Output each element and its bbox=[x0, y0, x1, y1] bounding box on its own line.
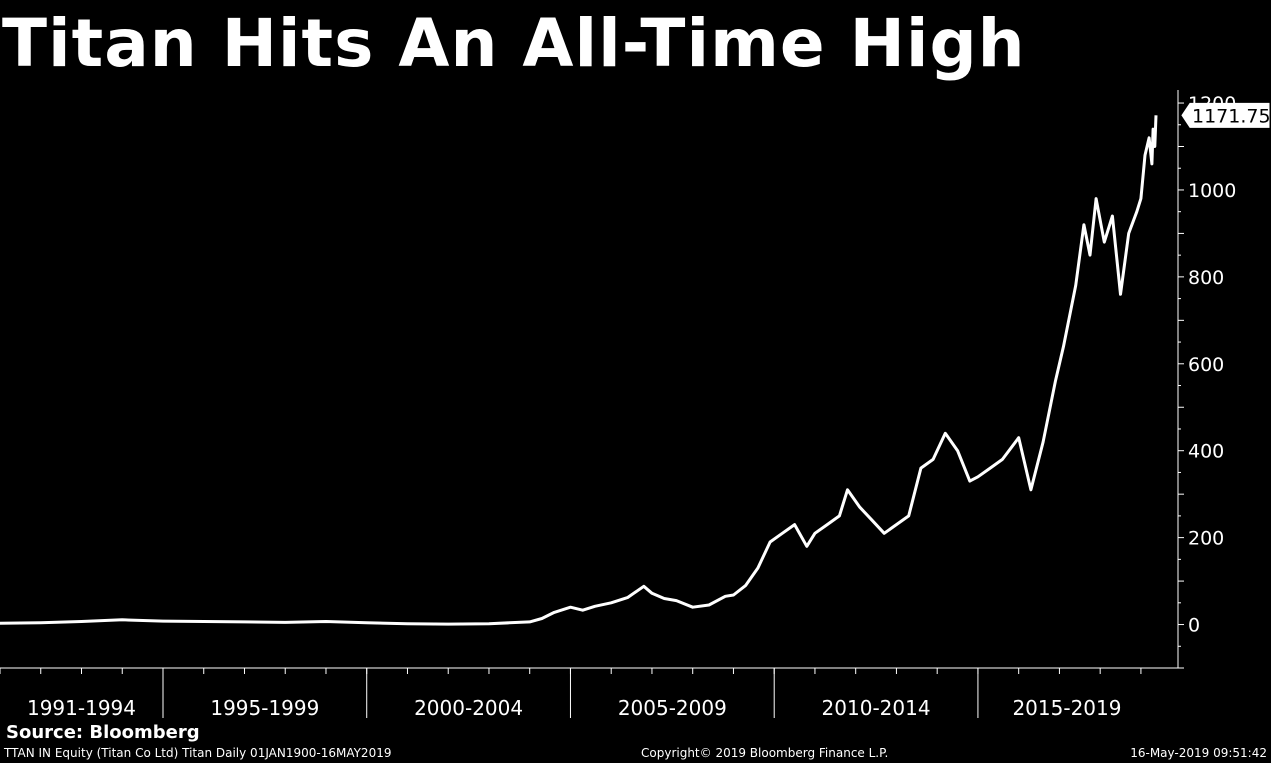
source-label: Source: Bloomberg bbox=[6, 722, 200, 743]
price-series bbox=[0, 115, 1158, 626]
last-value-label: 1171.75 bbox=[1192, 105, 1271, 127]
x-period-label: 2010-2014 bbox=[822, 696, 931, 720]
footer-ticker-info: TTAN IN Equity (Titan Co Ltd) Titan Dail… bbox=[4, 746, 392, 760]
last-value-marker: 1171.75 bbox=[1181, 102, 1271, 128]
y-axis-ticks: 020040060080010001200 bbox=[1178, 93, 1236, 669]
series-line bbox=[0, 115, 1158, 626]
x-period-label: 2015-2019 bbox=[1012, 696, 1121, 720]
last-value-badge bbox=[1181, 102, 1270, 128]
x-axis-period-labels: 1991-1994 1995-1999 2000-2004 2005-2009 2010… bbox=[0, 668, 1142, 720]
y-tick-label: 600 bbox=[1188, 354, 1224, 376]
x-period-label: 1991-1994 bbox=[27, 696, 136, 720]
footer-timestamp: 16-May-2019 09:51:42 bbox=[1130, 746, 1267, 760]
chart-axes bbox=[0, 90, 1179, 669]
chart-title: Titan Hits An All-Time High bbox=[2, 5, 1026, 82]
x-period-label: 1995-1999 bbox=[210, 696, 319, 720]
y-tick-label: 0 bbox=[1188, 615, 1200, 637]
y-tick-label: 800 bbox=[1188, 267, 1224, 289]
x-period-label: 2000-2004 bbox=[414, 696, 523, 720]
y-tick-label: 200 bbox=[1188, 528, 1224, 550]
footer-copyright: Copyright© 2019 Bloomberg Finance L.P. bbox=[641, 746, 889, 760]
x-period-label: 2005-2009 bbox=[618, 696, 727, 720]
y-tick-label: 1000 bbox=[1188, 180, 1236, 202]
y-tick-label: 400 bbox=[1188, 441, 1224, 463]
